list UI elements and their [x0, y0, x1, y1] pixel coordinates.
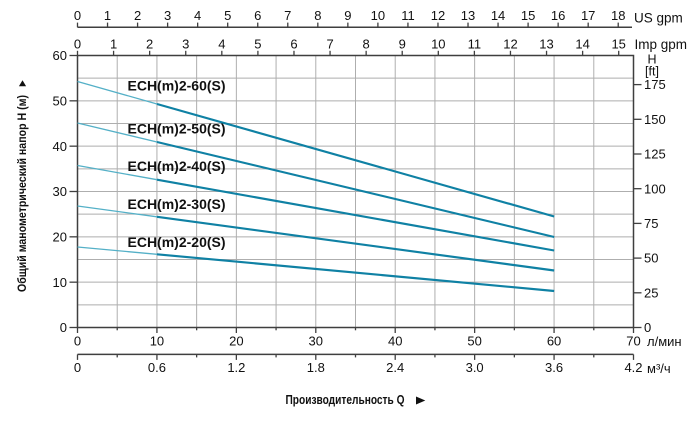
svg-text:30: 30: [309, 334, 323, 349]
svg-text:16: 16: [551, 8, 565, 23]
svg-text:40: 40: [53, 139, 67, 154]
svg-text:1: 1: [110, 37, 117, 52]
svg-text:175: 175: [644, 77, 666, 92]
svg-text:0: 0: [74, 8, 81, 23]
svg-text:13: 13: [539, 37, 553, 52]
svg-text:ECH(m)2-40(S): ECH(m)2-40(S): [128, 158, 226, 174]
svg-text:2.4: 2.4: [386, 360, 404, 375]
svg-text:л/мин: л/мин: [647, 334, 682, 349]
svg-text:13: 13: [461, 8, 475, 23]
svg-text:60: 60: [53, 48, 67, 63]
svg-text:6: 6: [290, 37, 297, 52]
svg-text:70: 70: [626, 334, 640, 349]
svg-text:1.8: 1.8: [307, 360, 325, 375]
svg-text:18: 18: [611, 8, 625, 23]
svg-text:15: 15: [521, 8, 535, 23]
svg-text:4.2: 4.2: [624, 360, 642, 375]
svg-text:4: 4: [194, 8, 201, 23]
svg-text:8: 8: [314, 8, 321, 23]
svg-text:0.6: 0.6: [148, 360, 166, 375]
svg-text:10: 10: [431, 37, 445, 52]
svg-text:2: 2: [134, 8, 141, 23]
svg-text:12: 12: [503, 37, 517, 52]
svg-text:11: 11: [468, 37, 482, 52]
svg-text:3.6: 3.6: [545, 360, 563, 375]
svg-text:75: 75: [644, 216, 658, 231]
svg-text:20: 20: [229, 334, 243, 349]
svg-text:7: 7: [284, 8, 291, 23]
svg-text:100: 100: [644, 181, 666, 196]
svg-text:м³/ч: м³/ч: [647, 361, 671, 376]
svg-text:50: 50: [53, 93, 67, 108]
svg-text:4: 4: [218, 37, 225, 52]
svg-text:3: 3: [164, 8, 171, 23]
svg-text:9: 9: [399, 37, 406, 52]
svg-text:11: 11: [401, 8, 415, 23]
svg-text:0: 0: [74, 37, 81, 52]
svg-text:10: 10: [150, 334, 164, 349]
svg-text:7: 7: [326, 37, 333, 52]
svg-text:0: 0: [74, 334, 81, 349]
svg-text:60: 60: [547, 334, 561, 349]
svg-text:50: 50: [467, 334, 481, 349]
svg-text:10: 10: [53, 275, 67, 290]
svg-text:0: 0: [644, 320, 651, 335]
svg-text:Imp gpm: Imp gpm: [635, 37, 688, 52]
svg-text:9: 9: [344, 8, 351, 23]
svg-text:5: 5: [254, 37, 261, 52]
svg-text:[ft]: [ft]: [645, 64, 659, 78]
svg-text:ECH(m)2-30(S): ECH(m)2-30(S): [128, 196, 226, 212]
svg-text:Общий манометрический напор Н: Общий манометрический напор Н (м): [15, 95, 29, 292]
svg-text:6: 6: [254, 8, 261, 23]
svg-text:0: 0: [74, 360, 81, 375]
svg-text:ECH(m)2-60(S): ECH(m)2-60(S): [128, 78, 226, 94]
svg-text:3.0: 3.0: [466, 360, 484, 375]
svg-text:25: 25: [644, 285, 658, 300]
svg-text:H: H: [647, 52, 656, 66]
svg-text:1.2: 1.2: [227, 360, 245, 375]
svg-text:150: 150: [644, 112, 666, 127]
svg-text:14: 14: [575, 37, 589, 52]
svg-text:10: 10: [371, 8, 385, 23]
svg-text:125: 125: [644, 147, 666, 162]
svg-text:30: 30: [53, 184, 67, 199]
svg-text:ECH(m)2-20(S): ECH(m)2-20(S): [128, 234, 226, 250]
svg-text:2: 2: [146, 37, 153, 52]
svg-text:US gpm: US gpm: [634, 11, 683, 26]
svg-text:40: 40: [388, 334, 402, 349]
svg-text:14: 14: [491, 8, 505, 23]
svg-text:17: 17: [581, 8, 595, 23]
svg-text:50: 50: [644, 251, 658, 266]
svg-text:5: 5: [224, 8, 231, 23]
svg-text:Производительность Q: Производительность Q: [286, 393, 405, 407]
svg-text:3: 3: [182, 37, 189, 52]
svg-text:12: 12: [431, 8, 445, 23]
svg-text:0: 0: [60, 320, 67, 335]
svg-text:20: 20: [53, 229, 67, 244]
svg-text:1: 1: [104, 8, 111, 23]
svg-text:8: 8: [363, 37, 370, 52]
svg-text:15: 15: [611, 37, 625, 52]
svg-text:ECH(m)2-50(S): ECH(m)2-50(S): [128, 120, 226, 136]
